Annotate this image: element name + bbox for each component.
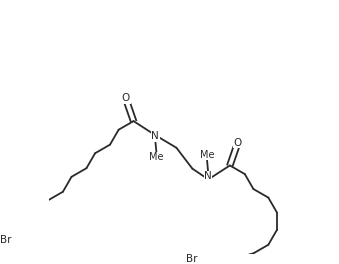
Text: Br: Br bbox=[0, 235, 11, 245]
Text: Me: Me bbox=[200, 150, 214, 160]
Text: N: N bbox=[204, 171, 212, 181]
Text: Br: Br bbox=[186, 254, 197, 264]
Text: N: N bbox=[152, 131, 159, 141]
Text: O: O bbox=[233, 138, 242, 148]
Text: O: O bbox=[122, 93, 130, 103]
Text: Me: Me bbox=[149, 152, 164, 162]
